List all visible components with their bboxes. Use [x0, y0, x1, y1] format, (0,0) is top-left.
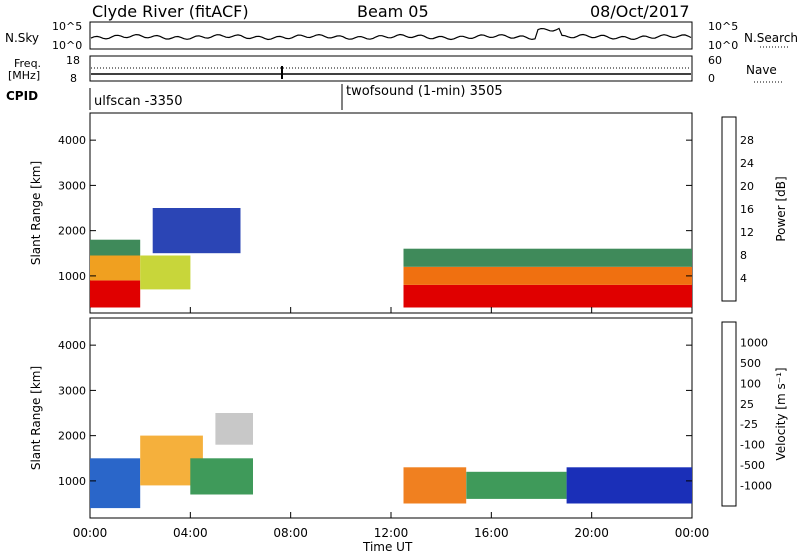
colorbar-tick: -25	[740, 418, 758, 431]
colorbar-tick: 25	[740, 398, 754, 411]
y-tick-label: 1000	[58, 270, 86, 283]
power-ylabel: Slant Range [km]	[29, 161, 43, 265]
power-cell	[403, 248, 692, 267]
power-panel: 1000 2000 3000 4000 Slant Range [km] 4 8 12 16 20…	[29, 112, 788, 314]
freq-left-bottom: 8	[70, 72, 77, 85]
y-tick-label: 4000	[58, 134, 86, 147]
colorbar-frame	[721, 116, 737, 302]
freq-left-top: 18	[66, 54, 80, 67]
colorbar-tick: 500	[740, 357, 761, 370]
velocity-cell	[403, 467, 467, 504]
x-tick-label: 16:00	[474, 526, 509, 540]
velocity-colorbar-label: Velocity [m s⁻¹]	[774, 367, 788, 460]
y-tick-label: 2000	[58, 225, 86, 238]
velocity-panel: 1000 2000 3000 4000 Slant Range [km] 1000 500 1…	[29, 317, 788, 519]
y-tick-label: 3000	[58, 179, 86, 192]
colorbar-tick: 28	[740, 134, 754, 147]
colorbar-tick: 24	[740, 157, 754, 170]
freq-right-top: 60	[708, 54, 722, 67]
x-tick-label: 04:00	[173, 526, 208, 540]
y-tick-label: 1000	[58, 475, 86, 488]
colorbar-tick: 1000	[740, 336, 768, 349]
colorbar-tick: -1000	[740, 480, 772, 493]
nsky-left-bottom: 10^0	[52, 39, 82, 52]
power-cell	[152, 208, 241, 254]
power-cell	[90, 239, 141, 256]
x-tick-label: 12:00	[374, 526, 409, 540]
nsky-strip-frame	[89, 21, 693, 50]
nsky-label: N.Sky	[5, 31, 39, 45]
power-cell	[403, 266, 692, 285]
x-tick-label: 08:00	[273, 526, 308, 540]
colorbar-tick: 100	[740, 377, 761, 390]
power-cell	[403, 284, 692, 308]
velocity-ylabel: Slant Range [km]	[29, 366, 43, 470]
time-axis: 00:00 04:00 08:00 12:00 16:00 20:00 00:00	[73, 526, 710, 540]
colorbar-tick: 8	[740, 249, 747, 262]
y-tick-label: 2000	[58, 430, 86, 443]
colorbar-tick: 4	[740, 272, 747, 285]
station-title: Clyde River (fitACF)	[92, 2, 249, 21]
power-cell	[90, 280, 141, 308]
nsky-right-bottom: 10^0	[708, 39, 738, 52]
nsky-left-top: 10^5	[52, 20, 82, 33]
x-tick-label: 00:00	[675, 526, 710, 540]
date-title: 08/Oct/2017	[590, 2, 690, 21]
power-cell	[90, 255, 141, 281]
y-tick-label: 4000	[58, 339, 86, 352]
colorbar-tick: -500	[740, 459, 765, 472]
colorbar-tick: 16	[740, 203, 754, 216]
colorbar-tick: -100	[740, 439, 765, 452]
time-axis-label: Time UT	[362, 540, 413, 554]
cpid-mode-2: twofsound (1-min) 3505	[346, 84, 503, 99]
velocity-cell	[466, 471, 567, 499]
freq-label: Freq.	[14, 57, 41, 70]
velocity-cell	[190, 458, 253, 495]
velocity-cell	[215, 413, 253, 445]
colorbar-tick: 20	[740, 180, 754, 193]
colorbar-tick: 12	[740, 226, 754, 239]
freq-right-bottom: 0	[708, 72, 715, 85]
beam-title: Beam 05	[357, 2, 429, 21]
power-colorbar-label: Power [dB]	[774, 176, 788, 241]
x-tick-label: 00:00	[73, 526, 108, 540]
freq-strip-frame	[89, 55, 693, 82]
cpid-mode-1: ulfscan -3350	[94, 94, 182, 109]
y-tick-label: 3000	[58, 384, 86, 397]
velocity-cell	[566, 467, 692, 504]
freq-unit: [MHz]	[8, 69, 40, 82]
x-tick-label: 20:00	[574, 526, 609, 540]
colorbar-frame	[721, 321, 737, 507]
power-cell	[140, 255, 191, 290]
nave-label: Nave	[746, 63, 777, 77]
velocity-cell	[90, 458, 141, 509]
nsky-right-top: 10^5	[708, 20, 738, 33]
cpid-label: CPID	[6, 89, 38, 103]
nsky-trace	[90, 27, 692, 41]
nsearch-label: N.Search	[744, 31, 798, 45]
